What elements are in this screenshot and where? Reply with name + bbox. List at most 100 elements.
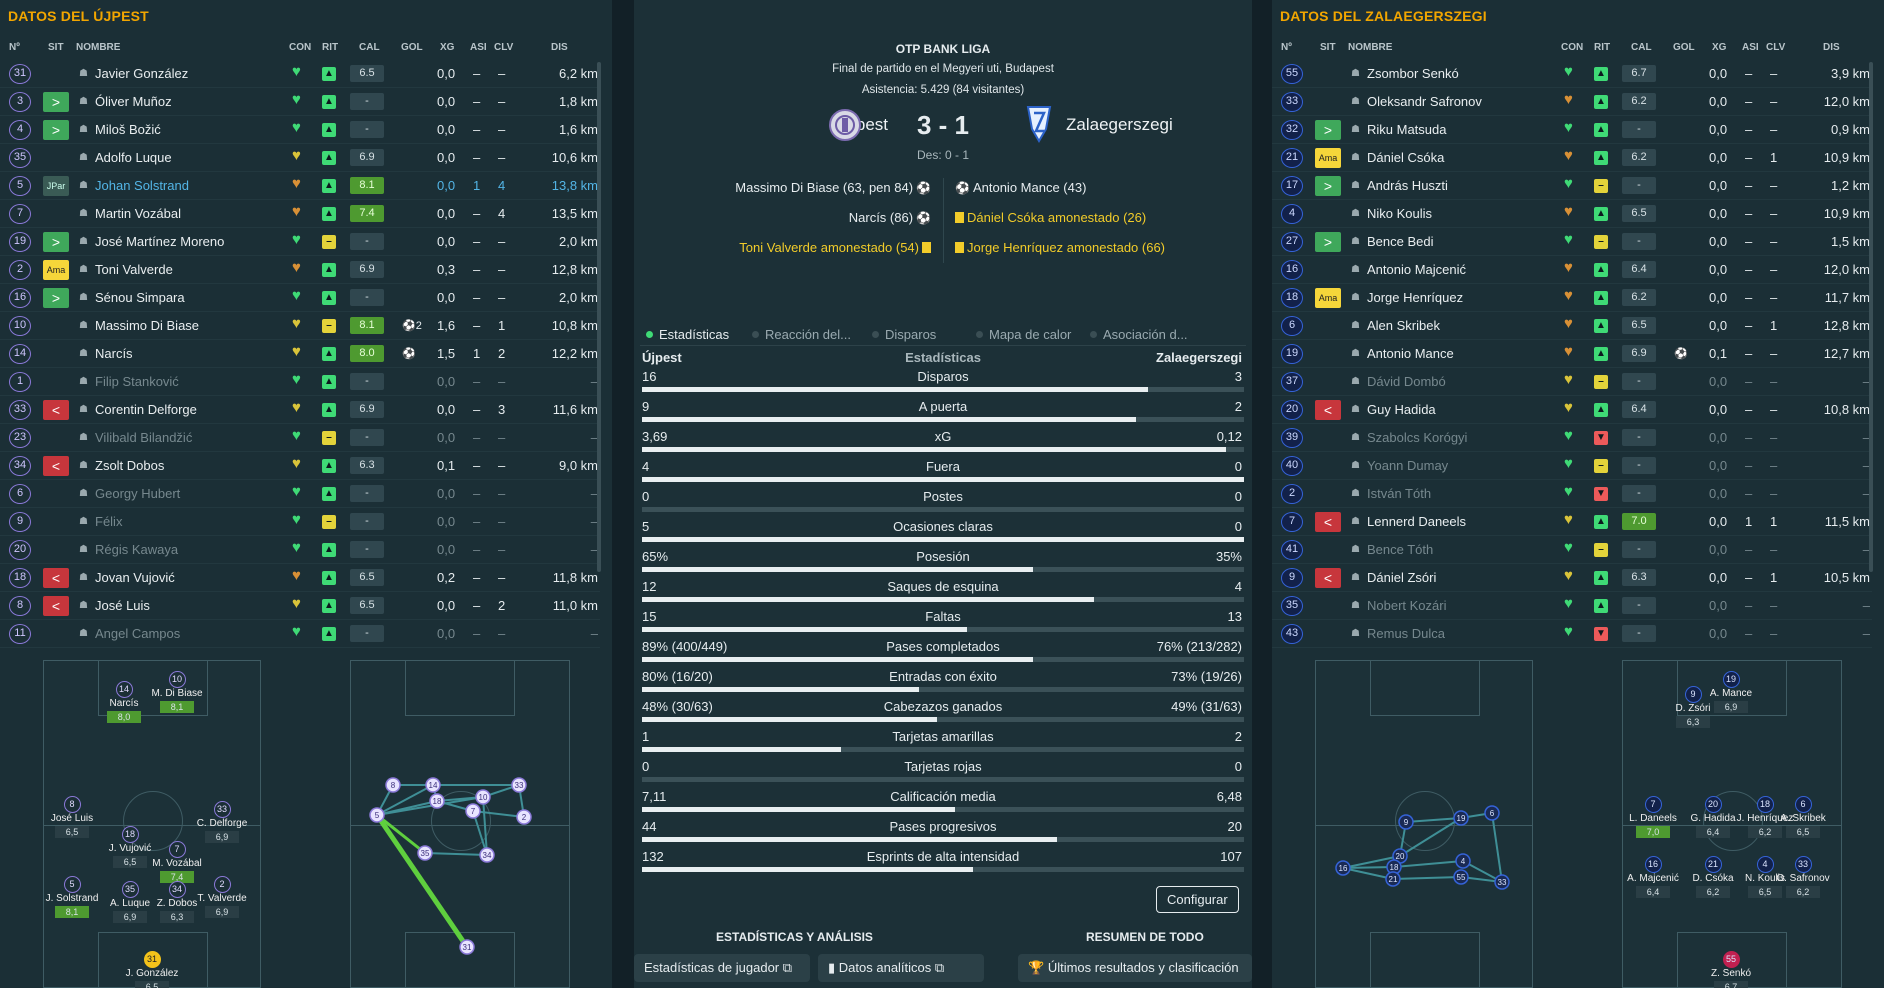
player-stats-button[interactable]: Estadísticas de jugador ⧉	[634, 954, 810, 982]
formation-player[interactable]: 10 M. Di Biase 8,1	[147, 671, 207, 713]
table-row[interactable]: 18 < ☗ Jovan Vujović ♥ ▲ 6.5 0,2 – – 11,8 km	[0, 564, 600, 592]
player-name[interactable]: Guy Hadida	[1367, 402, 1436, 417]
analytics-button[interactable]: ▮ Datos analíticos ⧉	[818, 954, 984, 982]
table-row[interactable]: 9 ☗ Félix ♥ – -0,0– – –	[0, 508, 600, 536]
table-row[interactable]: 17 > ☗ András Huszti ♥ – -0,0– –1,2 km	[1272, 172, 1872, 200]
tab-1[interactable]: Reacción del...	[752, 327, 851, 342]
table-row[interactable]: 18 Ama ☗ Jorge Henríquez ♥ ▲ 6.2 0,0 – – 11,7 km	[1272, 284, 1872, 312]
player-name[interactable]: Zsolt Dobos	[95, 458, 165, 473]
player-name[interactable]: Szabolcs Korógyi	[1367, 430, 1468, 445]
home-table-scrollbar[interactable]	[597, 62, 601, 572]
formation-player[interactable]: 20 G. Hadida 6,4	[1683, 796, 1743, 838]
table-row[interactable]: 32 > ☗ Riku Matsuda ♥ ▲ - 0,0 – – 0,9 km	[1272, 116, 1872, 144]
formation-player[interactable]: 7 M. Vozábal 7,4	[147, 841, 207, 883]
col-sit[interactable]: SIT	[48, 42, 64, 53]
formation-player[interactable]: 55 Z. Senkó 6,7	[1701, 951, 1761, 988]
table-row[interactable]: 14 ☗ Narcís ♥ ▲ 8.0 ⚽ 1,5 1 2 12,2 km	[0, 340, 600, 368]
player-name[interactable]: Dániel Csóka	[1367, 150, 1445, 165]
player-name[interactable]: Bence Tóth	[1367, 542, 1434, 557]
tab-4[interactable]: Asociación d...	[1090, 327, 1188, 342]
tab-0[interactable]: Estadísticas	[646, 327, 729, 342]
player-name[interactable]: Angel Campos	[95, 626, 181, 641]
player-name[interactable]: Antonio Mance	[1367, 346, 1454, 361]
formation-player[interactable]: 31 J. González 6,5	[122, 951, 182, 988]
player-name[interactable]: Bence Bedi	[1367, 234, 1434, 249]
formation-player[interactable]: 18 J. Henríquez 6,2	[1735, 796, 1795, 838]
player-name[interactable]: Antonio Majcenić	[1367, 262, 1466, 277]
col-num[interactable]: Nº	[1281, 42, 1292, 53]
table-row[interactable]: 19 > ☗ José Martínez Moreno ♥ – -0,0– –2,0 km	[0, 228, 600, 256]
table-row[interactable]: 2 ☗ István Tóth ♥ ▼ - 0,0 – – –	[1272, 480, 1872, 508]
table-row[interactable]: 7 ☗ Martin Vozábal ♥ ▲ 7.4 0,0 – 4 13,5 km	[0, 200, 600, 228]
table-row[interactable]: 23 ☗ Vilibald Bilandžić ♥ – -0,0– – –	[0, 424, 600, 452]
col-asi[interactable]: ASI	[470, 42, 487, 53]
table-row[interactable]: 5 JPar ☗ Johan Solstrand ♥ ▲ 8.1 0,0 1 4 13,8 km	[0, 172, 600, 200]
formation-player[interactable]: 18 J. Vujović 6,5	[100, 826, 160, 868]
formation-player[interactable]: 4 N. Koulis 6,5	[1735, 856, 1795, 898]
formation-player[interactable]: 16 A. Majcenić 6,4	[1623, 856, 1683, 898]
player-name[interactable]: Oleksandr Safronov	[1367, 94, 1482, 109]
player-name[interactable]: Óliver Muñoz	[95, 94, 172, 109]
col-clv[interactable]: CLV	[494, 42, 514, 53]
player-name[interactable]: Narcís	[95, 346, 133, 361]
player-name[interactable]: Jorge Henríquez	[1367, 290, 1464, 305]
formation-player[interactable]: 7 L. Daneels 7,0	[1623, 796, 1683, 838]
table-row[interactable]: 33 ☗ Oleksandr Safronov ♥ ▲ 6.2 0,0 – – 12,0 km	[1272, 88, 1872, 116]
player-name[interactable]: Georgy Hubert	[95, 486, 181, 501]
col-rit[interactable]: RIT	[1594, 42, 1611, 53]
table-row[interactable]: 19 ☗ Antonio Mance ♥ ▲ 6.9 ⚽ 0,1 – – 12,7 km	[1272, 340, 1872, 368]
formation-player[interactable]: 34 Z. Dobos 6,3	[147, 881, 207, 923]
formation-player[interactable]: 35 A. Luque 6,9	[100, 881, 160, 923]
player-name[interactable]: Régis Kawaya	[95, 542, 179, 557]
table-row[interactable]: 55 ☗ Zsombor Senkó ♥ ▲ 6.7 0,0 – – 3,9 km	[1272, 60, 1872, 88]
player-name[interactable]: Javier González	[95, 66, 189, 81]
col-name[interactable]: NOMBRE	[76, 42, 121, 53]
table-row[interactable]: 4 ☗ Niko Koulis ♥ ▲ 6.5 0,0 – – 10,9 km	[1272, 200, 1872, 228]
table-row[interactable]: 31 ☗ Javier González ♥ ▲ 6.5 0,0 – – 6,2 km	[0, 60, 600, 88]
formation-player[interactable]: 2 T. Valverde 6,9	[192, 876, 252, 918]
col-dis[interactable]: DIS	[1823, 42, 1840, 53]
player-name[interactable]: Sénou Simpara	[95, 290, 185, 305]
col-clv[interactable]: CLV	[1766, 42, 1786, 53]
player-name[interactable]: Lennerd Daneels	[1367, 514, 1467, 529]
player-name[interactable]: Vilibald Bilandžić	[95, 430, 193, 445]
col-xg[interactable]: XG	[440, 42, 455, 53]
table-row[interactable]: 40 ☗ Yoann Dumay ♥ – -0,0– – –	[1272, 452, 1872, 480]
table-row[interactable]: 3 > ☗ Óliver Muñoz ♥ ▲ - 0,0 – – 1,8 km	[0, 88, 600, 116]
table-row[interactable]: 35 ☗ Nobert Kozári ♥ ▲ - 0,0 – – –	[1272, 592, 1872, 620]
player-name[interactable]: Remus Dulca	[1367, 626, 1446, 641]
player-name[interactable]: Johan Solstrand	[95, 178, 189, 193]
table-row[interactable]: 7 < ☗ Lennerd Daneels ♥ ▲ 7.0 0,0 1 1 11,5 km	[1272, 508, 1872, 536]
col-con[interactable]: CON	[289, 42, 312, 53]
table-row[interactable]: 9 < ☗ Dániel Zsóri ♥ ▲ 6.3 0,0 – 1 10,5 km	[1272, 564, 1872, 592]
player-name[interactable]: Dávid Dombó	[1367, 374, 1446, 389]
player-name[interactable]: Filip Stanković	[95, 374, 179, 389]
table-row[interactable]: 6 ☗ Georgy Hubert ♥ ▲ - 0,0 – – –	[0, 480, 600, 508]
table-row[interactable]: 8 < ☗ José Luis ♥ ▲ 6.5 0,0 – 2 11,0 km	[0, 592, 600, 620]
player-name[interactable]: Jovan Vujović	[95, 570, 175, 585]
formation-player[interactable]: 5 J. Solstrand 8,1	[42, 876, 102, 918]
col-gol[interactable]: GOL	[1673, 42, 1695, 53]
formation-player[interactable]: 33 C. Delforge 6,9	[192, 801, 252, 843]
player-name[interactable]: Riku Matsuda	[1367, 122, 1447, 137]
table-row[interactable]: 6 ☗ Alen Skribek ♥ ▲ 6.5 0,0 – 1 12,8 km	[1272, 312, 1872, 340]
table-row[interactable]: 39 ☗ Szabolcs Korógyi ♥ ▼ - 0,0 – – –	[1272, 424, 1872, 452]
tab-2[interactable]: Disparos	[872, 327, 936, 342]
table-row[interactable]: 16 ☗ Antonio Majcenić ♥ ▲ 6.4 0,0 – – 12,0 km	[1272, 256, 1872, 284]
table-row[interactable]: 20 ☗ Régis Kawaya ♥ ▲ - 0,0 – – –	[0, 536, 600, 564]
formation-player[interactable]: 21 D. Csóka 6,2	[1683, 856, 1743, 898]
table-row[interactable]: 4 > ☗ Miloš Božić ♥ ▲ - 0,0 – – 1,6 km	[0, 116, 600, 144]
col-sit[interactable]: SIT	[1320, 42, 1336, 53]
table-row[interactable]: 1 ☗ Filip Stanković ♥ ▲ - 0,0 – – –	[0, 368, 600, 396]
col-cal[interactable]: CAL	[1631, 42, 1652, 53]
col-dis[interactable]: DIS	[551, 42, 568, 53]
player-name[interactable]: Massimo Di Biase	[95, 318, 200, 333]
table-row[interactable]: 41 ☗ Bence Tóth ♥ – -0,0– – –	[1272, 536, 1872, 564]
formation-player[interactable]: 9 D. Zsóri 6,3	[1663, 686, 1723, 728]
player-name[interactable]: István Tóth	[1367, 486, 1432, 501]
col-name[interactable]: NOMBRE	[1348, 42, 1393, 53]
col-con[interactable]: CON	[1561, 42, 1584, 53]
player-name[interactable]: Toni Valverde	[95, 262, 173, 277]
table-row[interactable]: 37 ☗ Dávid Dombó ♥ – -0,0– – –	[1272, 368, 1872, 396]
table-row[interactable]: 20 < ☗ Guy Hadida ♥ ▲ 6.4 0,0 – – 10,8 km	[1272, 396, 1872, 424]
